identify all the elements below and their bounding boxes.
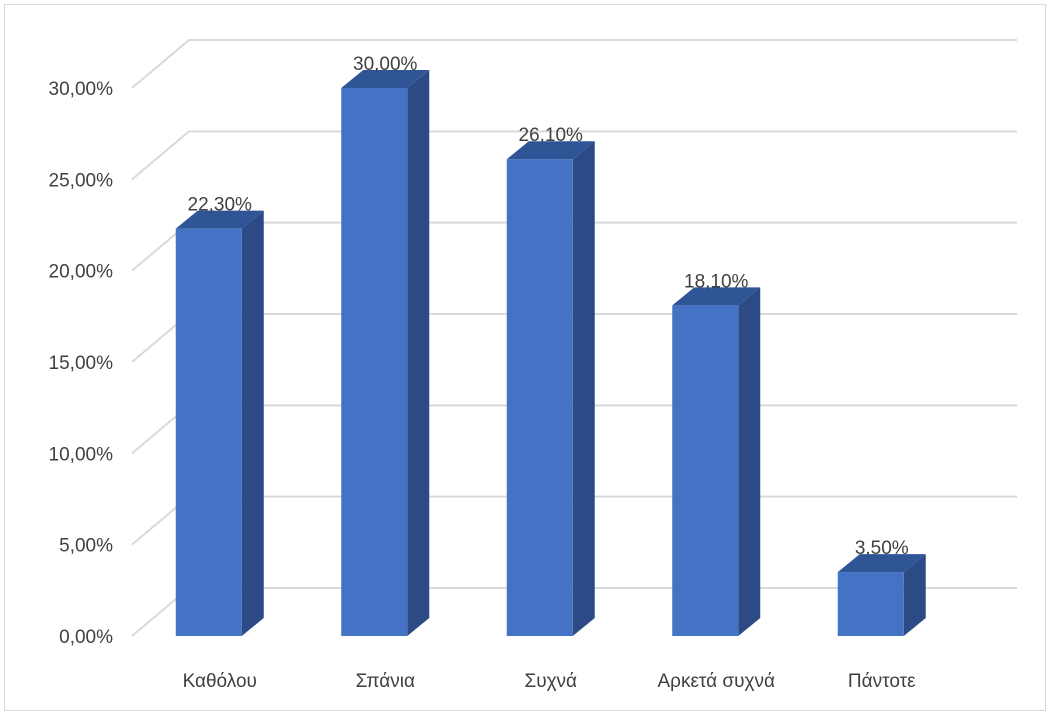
bar xyxy=(175,210,264,637)
x-axis-categories: Καθόλου Σπάνια Συχνά Αρκετά συχνά Πάντοτε xyxy=(183,671,917,692)
y-tick-label: 20,00% xyxy=(49,262,114,283)
bar-front xyxy=(672,305,739,636)
category-label: Καθόλου xyxy=(183,671,257,692)
y-tick-label: 25,00% xyxy=(49,170,114,191)
data-label: 30,00% xyxy=(353,54,418,75)
category-label: Συχνά xyxy=(524,671,577,692)
chart-area: 0,00% 5,00% 10,00% 15,00% 20,00% 25,00% 30,00%… xyxy=(4,4,1046,711)
bar xyxy=(506,141,595,637)
bar-top xyxy=(175,210,264,229)
bar-side xyxy=(738,287,761,636)
data-label: 18,10% xyxy=(684,271,749,292)
y-tick-label: 5,00% xyxy=(59,536,113,557)
bar xyxy=(341,70,430,636)
bar-front xyxy=(506,159,573,637)
bar-top xyxy=(341,70,430,88)
data-label: 3,50% xyxy=(855,538,909,559)
bars xyxy=(175,70,926,637)
bar xyxy=(672,287,761,636)
bar-top xyxy=(506,141,595,160)
bar xyxy=(837,554,926,636)
data-label: 22,30% xyxy=(188,195,253,216)
bar-side xyxy=(572,141,595,637)
category-label: Αρκετά συχνά xyxy=(657,671,775,692)
bar-front xyxy=(837,572,904,636)
bar-front xyxy=(175,228,242,637)
gridline xyxy=(131,130,1017,181)
y-tick-label: 15,00% xyxy=(49,353,114,374)
bar-side xyxy=(241,210,264,637)
category-label: Σπάνια xyxy=(356,671,415,692)
bar-top xyxy=(837,554,926,573)
bar-chart: 0,00% 5,00% 10,00% 15,00% 20,00% 25,00% 30,00%… xyxy=(49,39,1017,692)
y-tick-label: 10,00% xyxy=(49,444,114,465)
data-labels: 22,30% 30,00% 26,10% 18,10% 3,50% xyxy=(188,54,909,559)
y-tick-label: 0,00% xyxy=(59,627,113,648)
bar-front xyxy=(341,88,408,636)
data-label: 26,10% xyxy=(519,125,584,146)
y-axis-ticks: 0,00% 5,00% 10,00% 15,00% 20,00% 25,00% 30,00% xyxy=(49,79,114,648)
y-tick-label: 30,00% xyxy=(49,79,114,100)
gridline xyxy=(131,39,1017,89)
bar-side xyxy=(407,70,430,636)
category-label: Πάντοτε xyxy=(848,671,916,692)
bar-top xyxy=(672,287,761,306)
bar-side xyxy=(903,554,926,636)
